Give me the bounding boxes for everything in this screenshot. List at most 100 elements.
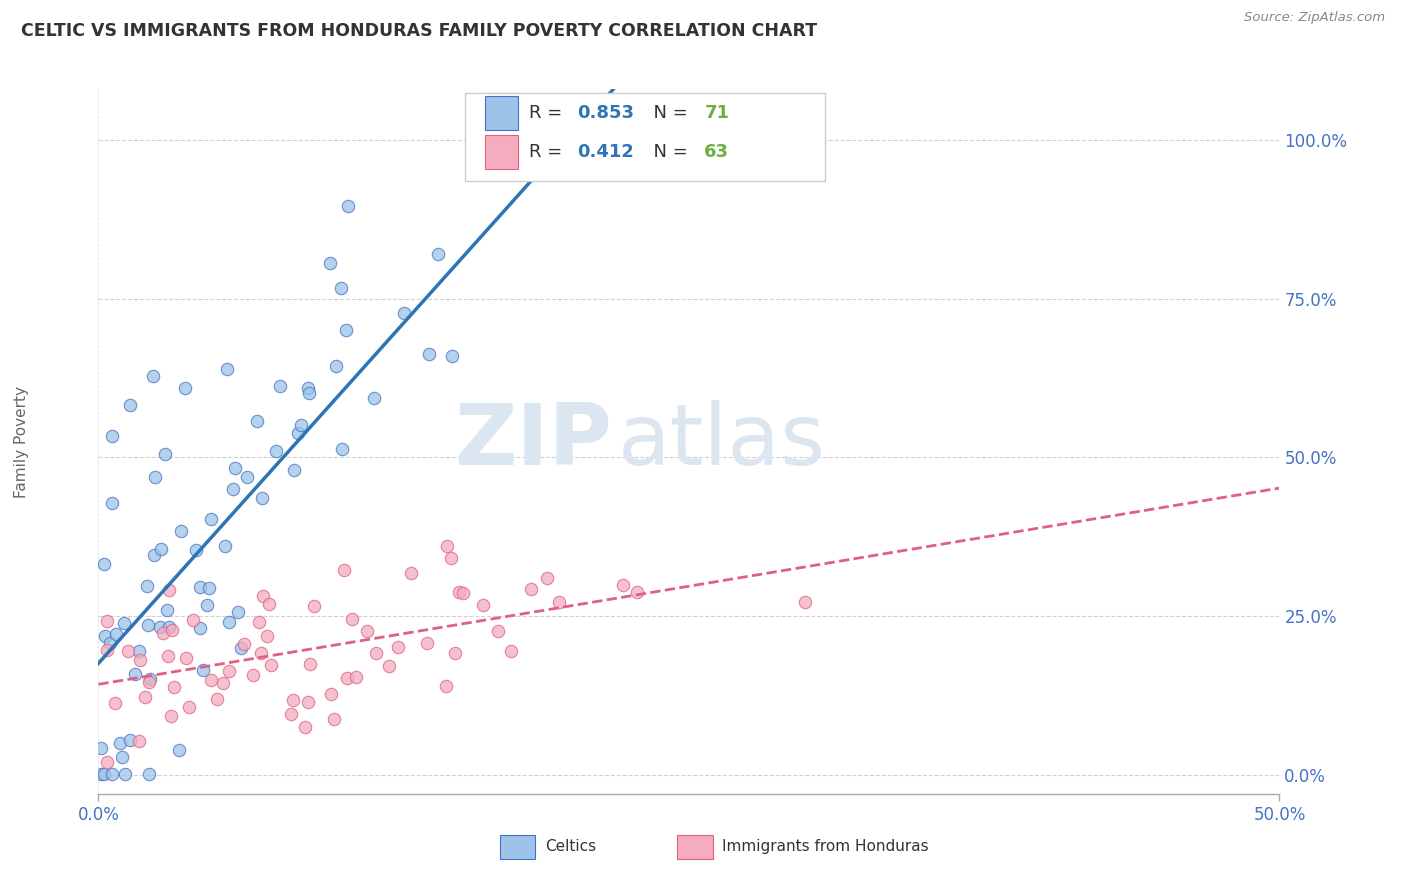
- Point: [236, 469, 259, 483]
- Point: [257, 597, 280, 611]
- Point: [118, 733, 141, 747]
- Point: [152, 626, 174, 640]
- Point: [392, 306, 415, 320]
- Point: [98, 635, 121, 649]
- Point: [162, 680, 184, 694]
- Point: [250, 646, 273, 660]
- Text: N =: N =: [641, 104, 693, 122]
- Point: [198, 581, 221, 595]
- Point: [156, 648, 179, 663]
- Point: [112, 616, 135, 631]
- Point: [323, 712, 346, 726]
- FancyBboxPatch shape: [485, 136, 517, 169]
- Point: [100, 496, 122, 510]
- Point: [173, 381, 195, 395]
- Point: [302, 599, 325, 613]
- Point: [143, 549, 166, 563]
- Point: [256, 629, 278, 643]
- Point: [387, 640, 409, 655]
- Point: [226, 605, 249, 619]
- Point: [233, 637, 256, 651]
- Point: [211, 675, 233, 690]
- Point: [93, 558, 115, 572]
- Point: [190, 580, 212, 594]
- Point: [366, 647, 388, 661]
- Point: [416, 636, 439, 650]
- Text: 0.853: 0.853: [576, 104, 634, 122]
- Point: [441, 349, 464, 363]
- Point: [96, 755, 118, 769]
- Point: [287, 425, 309, 440]
- Text: R =: R =: [530, 104, 568, 122]
- Point: [283, 463, 305, 477]
- Text: 0.412: 0.412: [576, 144, 634, 161]
- Point: [522, 133, 544, 147]
- Text: atlas: atlas: [619, 400, 827, 483]
- Point: [218, 615, 240, 630]
- Point: [260, 658, 283, 673]
- Point: [321, 687, 343, 701]
- Point: [519, 582, 541, 596]
- Point: [337, 199, 360, 213]
- Point: [436, 539, 458, 553]
- Point: [440, 550, 463, 565]
- FancyBboxPatch shape: [485, 96, 517, 130]
- Point: [153, 447, 176, 461]
- Text: Source: ZipAtlas.com: Source: ZipAtlas.com: [1244, 11, 1385, 24]
- Point: [356, 624, 378, 638]
- Point: [297, 381, 319, 395]
- Point: [136, 618, 159, 632]
- Point: [195, 598, 218, 612]
- Point: [536, 572, 558, 586]
- Text: R =: R =: [530, 144, 568, 161]
- Point: [443, 646, 465, 660]
- Point: [181, 613, 204, 627]
- Text: 63: 63: [704, 144, 730, 161]
- Text: Immigrants from Honduras: Immigrants from Honduras: [723, 839, 928, 855]
- Point: [418, 347, 440, 361]
- Point: [136, 578, 159, 592]
- Point: [96, 614, 118, 628]
- Point: [156, 603, 179, 617]
- Point: [426, 247, 449, 261]
- Point: [157, 620, 180, 634]
- Point: [159, 709, 181, 723]
- Point: [449, 585, 471, 599]
- Point: [104, 627, 127, 641]
- Point: [162, 624, 184, 638]
- Point: [170, 524, 193, 538]
- Point: [344, 670, 367, 684]
- Point: [335, 323, 357, 337]
- Point: [188, 621, 211, 635]
- FancyBboxPatch shape: [678, 835, 713, 859]
- Point: [319, 255, 342, 269]
- Point: [138, 767, 160, 781]
- Point: [247, 615, 270, 629]
- Point: [142, 368, 165, 383]
- Text: N =: N =: [641, 144, 693, 161]
- Point: [94, 629, 117, 643]
- Point: [96, 643, 118, 657]
- Point: [283, 693, 305, 707]
- Point: [242, 667, 264, 681]
- Point: [297, 695, 319, 709]
- Point: [252, 491, 274, 505]
- Point: [363, 391, 385, 405]
- Point: [117, 644, 139, 658]
- Y-axis label: Family Poverty: Family Poverty: [14, 385, 30, 498]
- Point: [139, 672, 162, 686]
- Point: [252, 589, 274, 603]
- Point: [101, 767, 124, 781]
- Point: [434, 680, 457, 694]
- Point: [612, 578, 634, 592]
- Point: [222, 482, 245, 496]
- Point: [451, 586, 474, 600]
- Point: [218, 665, 240, 679]
- Point: [167, 743, 190, 757]
- Point: [134, 690, 156, 705]
- Point: [118, 398, 141, 412]
- Point: [501, 644, 523, 658]
- Point: [269, 379, 291, 393]
- Point: [224, 461, 246, 475]
- Point: [298, 385, 321, 400]
